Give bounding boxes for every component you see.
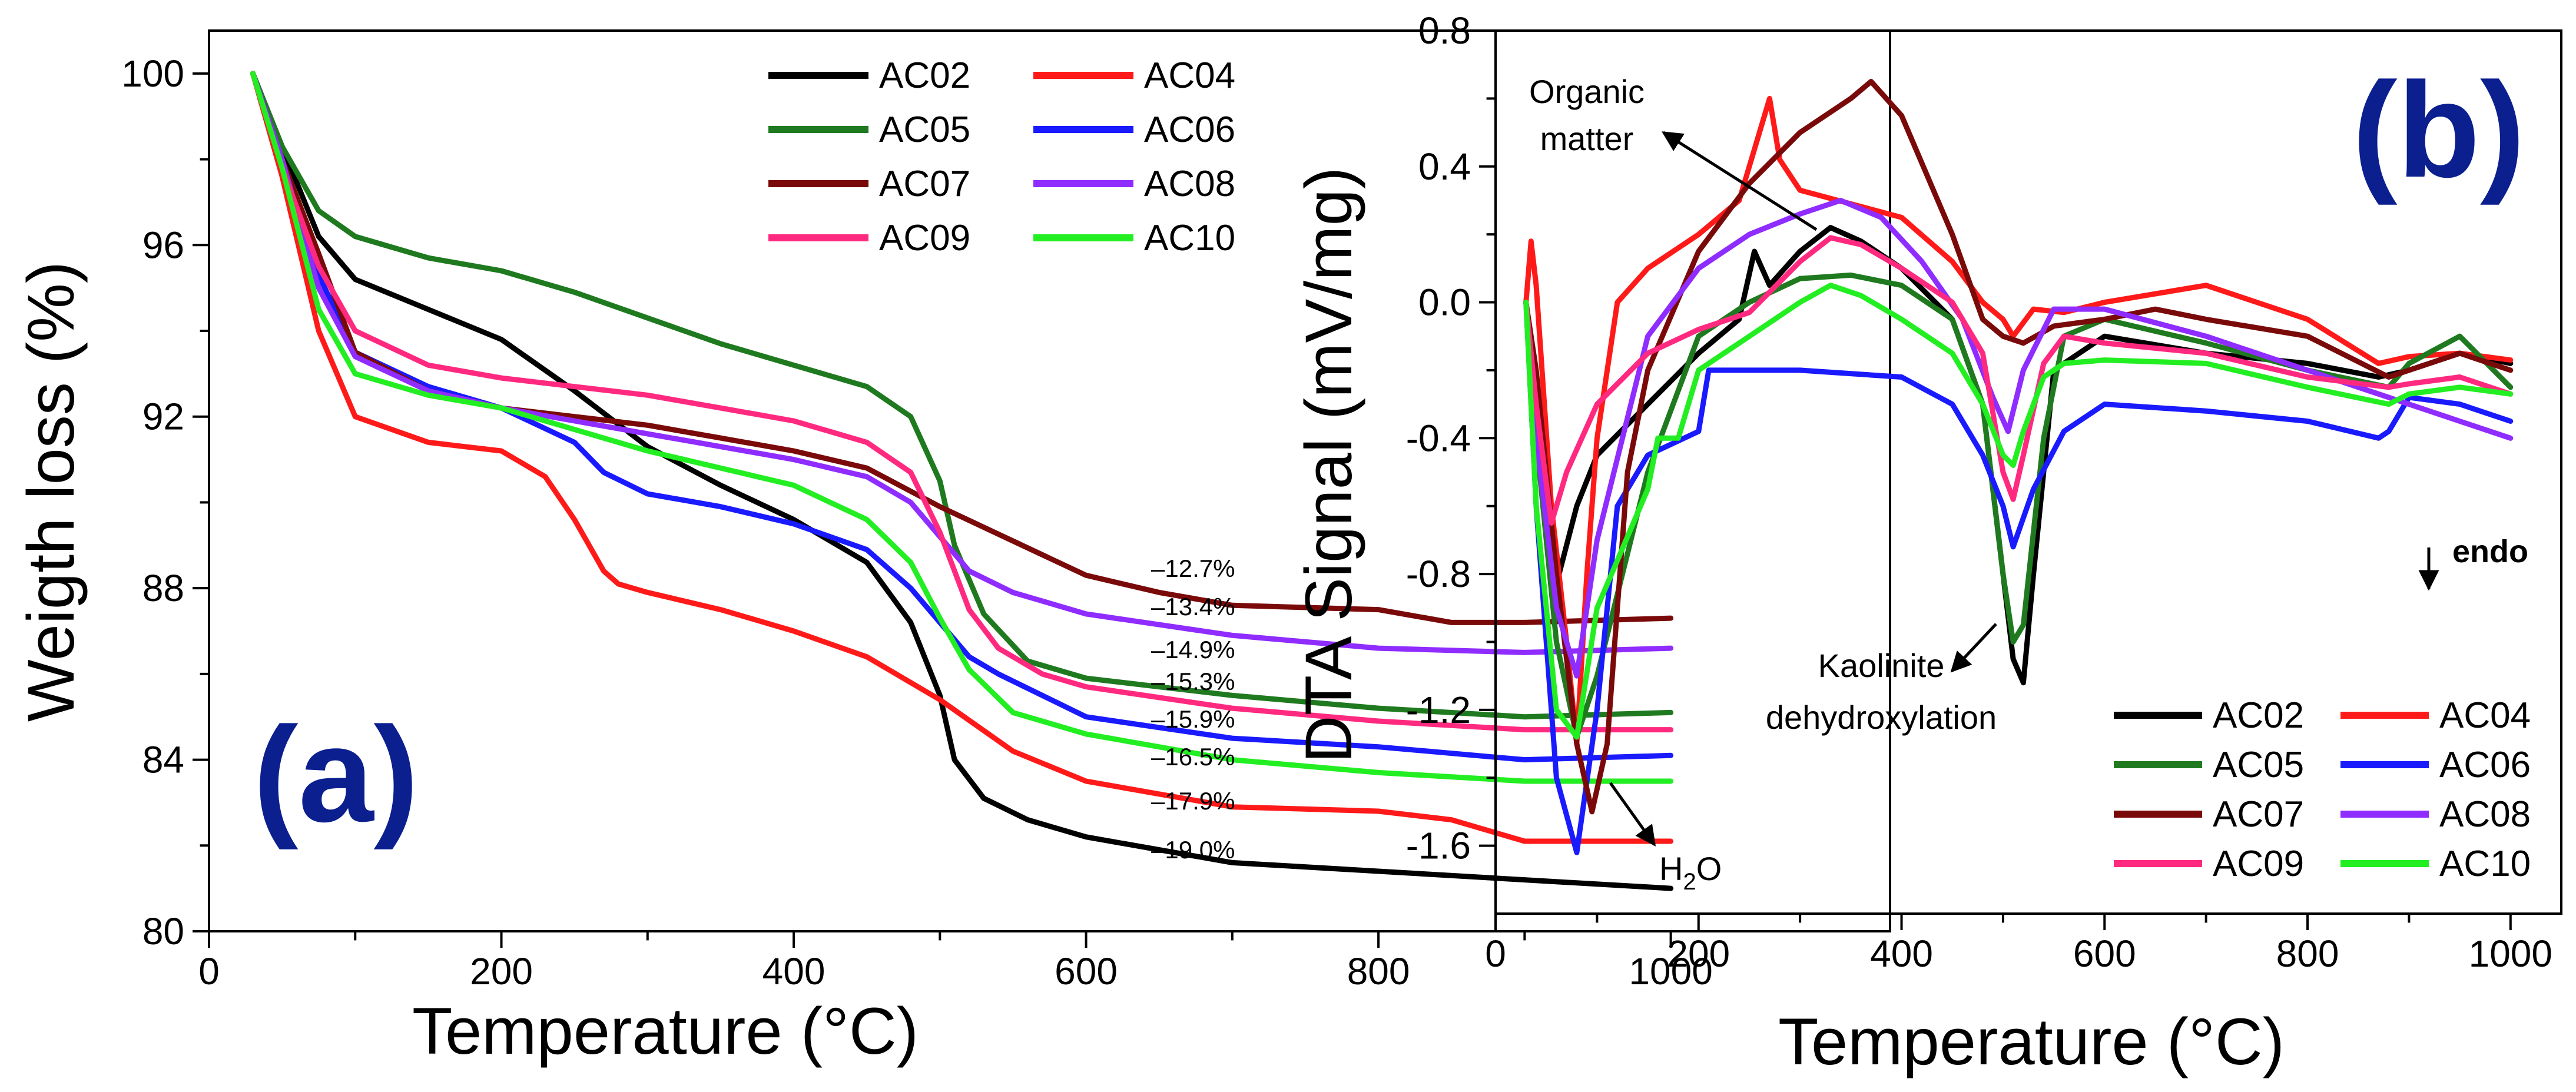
axes-b [1494, 29, 2562, 915]
legend-label-ac08: AC08 [1144, 164, 1235, 204]
series-line-ac07 [250, 71, 1674, 625]
legend-a: AC02 AC04 AC05 AC06 AC07 AC08 AC09 AC10 [768, 55, 1235, 258]
plot-frame [208, 29, 1891, 932]
series-line-ac08 [250, 71, 1674, 655]
legend-label-ac05: AC05 [879, 109, 970, 150]
endo-label: endo [2452, 534, 2528, 569]
series-b [1523, 79, 2514, 855]
legend-label-ac04: AC04 [2439, 695, 2531, 736]
x-tick-label: 600 [1055, 950, 1118, 993]
organic-arrow [1662, 131, 1818, 231]
x-tick-label: 600 [2073, 932, 2136, 975]
annotation-organic-line2: matter [1540, 120, 1634, 157]
y-tick-label: 80 [142, 910, 184, 952]
h2o-main: H [1659, 850, 1683, 887]
series-line-ac09 [1523, 235, 2514, 526]
series-line-ac09 [250, 71, 1674, 733]
series-line-ac08 [1523, 198, 2514, 679]
x-tick-label: 800 [1347, 950, 1410, 993]
y-axis-label-b: DTA Signal (mV/mg) [1292, 167, 1365, 763]
y-tick-label: -0.8 [1406, 553, 1471, 595]
series-line-ac06 [1523, 300, 2514, 855]
y-tick-label: -1.6 [1406, 825, 1471, 867]
dta-chart: 0 200 400 600 800 1000 -1.6 -1.2 -0.8 -0.4 0.0 0.4 0… [1292, 9, 2562, 1078]
legend-label-ac10: AC10 [1144, 218, 1235, 258]
plot-frame [1494, 29, 2562, 915]
y-tick-label: 96 [142, 224, 184, 266]
series-line-ac10 [1523, 283, 2514, 740]
x-tick-label: 0 [1485, 932, 1506, 975]
legend-label-ac10: AC10 [2439, 844, 2531, 884]
final-loss-label-ac06: –15.9% [1151, 705, 1235, 733]
y-tick-label: -0.4 [1406, 417, 1471, 459]
annotation-kaolinite-line1: Kaolinite [1818, 647, 1945, 684]
final-loss-label-ac07: –12.7% [1151, 555, 1235, 582]
legend-label-ac04: AC04 [1144, 55, 1235, 96]
x-tick-label: 800 [2276, 932, 2339, 975]
series-line-ac04 [250, 71, 1674, 844]
y-tick-label: -1.2 [1406, 689, 1471, 731]
series-line-ac05 [250, 71, 1674, 720]
panel-label-a: (a) [253, 699, 419, 850]
series-line-ac02 [250, 71, 1674, 891]
legend-label-ac02: AC02 [879, 55, 970, 96]
x-axis-label-a: Temperature (°C) [412, 994, 919, 1068]
x-tick-label: 200 [1667, 932, 1730, 975]
h2o-subscript: 2 [1683, 869, 1696, 895]
legend-label-ac07: AC07 [2213, 794, 2304, 835]
legend-label-ac05: AC05 [2213, 745, 2304, 785]
legend-label-ac06: AC06 [1144, 109, 1235, 150]
legend-label-ac09: AC09 [879, 218, 970, 258]
y-tick-label: 0.0 [1418, 281, 1471, 324]
y-axis-label-a: Weigth loss (%) [14, 261, 88, 722]
axes-a [208, 29, 1891, 932]
final-loss-labels: –12.7% –13.4% –14.9% –15.3% –15.9% –16.5% –17.… [1151, 555, 1235, 864]
ticks-b: 0 200 400 600 800 1000 -1.6 -1.2 -0.8 -0.4 0.0 0.4 0… [1406, 9, 2552, 975]
y-tick-label: 0.8 [1418, 9, 1471, 52]
final-loss-label-ac04: –17.9% [1151, 787, 1235, 815]
panel-label-b: (b) [2352, 54, 2525, 205]
x-axis-label-b: Temperature (°C) [1778, 1005, 2285, 1078]
weight-loss-chart: 0 200 400 600 800 1000 80 84 88 92 96 100 (a) Tempe… [14, 29, 1891, 1068]
x-tick-label: 200 [470, 950, 533, 993]
kaolinite-arrow [1950, 623, 1997, 673]
h2o-arrow [1609, 782, 1656, 847]
y-tick-label: 84 [142, 739, 184, 781]
h2o-tail: O [1696, 850, 1722, 887]
ticks-a: 0 200 400 600 800 1000 80 84 88 92 96 100 [121, 52, 1713, 993]
final-loss-label-ac09: –15.3% [1151, 668, 1235, 695]
y-tick-label: 92 [142, 396, 184, 438]
final-loss-label-ac02: –19.0% [1151, 836, 1235, 864]
y-tick-label: 100 [121, 52, 184, 95]
annotation-organic-line1: Organic [1529, 73, 1645, 110]
annotation-h2o: H2O [1659, 850, 1722, 895]
series-line-ac10 [250, 71, 1674, 784]
legend-label-ac02: AC02 [2213, 695, 2304, 736]
x-tick-label: 0 [198, 950, 220, 993]
legend-b: AC02 AC04 AC05 AC06 AC07 AC08 AC09 AC10 [2114, 695, 2531, 884]
x-tick-label: 400 [762, 950, 825, 993]
final-loss-label-ac05: –14.9% [1151, 636, 1235, 663]
x-tick-label: 1000 [1629, 950, 1712, 993]
y-tick-label: 88 [142, 567, 184, 609]
x-tick-label: 400 [1870, 932, 1933, 975]
series-line-ac07 [1523, 79, 2514, 815]
y-tick-label: 0.4 [1418, 145, 1471, 188]
series-a [250, 71, 1674, 891]
x-tick-label: 1000 [2469, 932, 2552, 975]
final-loss-label-ac08: –13.4% [1151, 593, 1235, 620]
legend-label-ac07: AC07 [879, 164, 970, 204]
annotation-kaolinite-line2: dehydroxylation [1766, 699, 1997, 736]
legend-label-ac06: AC06 [2439, 745, 2531, 785]
final-loss-label-ac10: –16.5% [1151, 743, 1235, 771]
legend-label-ac08: AC08 [2439, 794, 2531, 835]
legend-label-ac09: AC09 [2213, 844, 2304, 884]
